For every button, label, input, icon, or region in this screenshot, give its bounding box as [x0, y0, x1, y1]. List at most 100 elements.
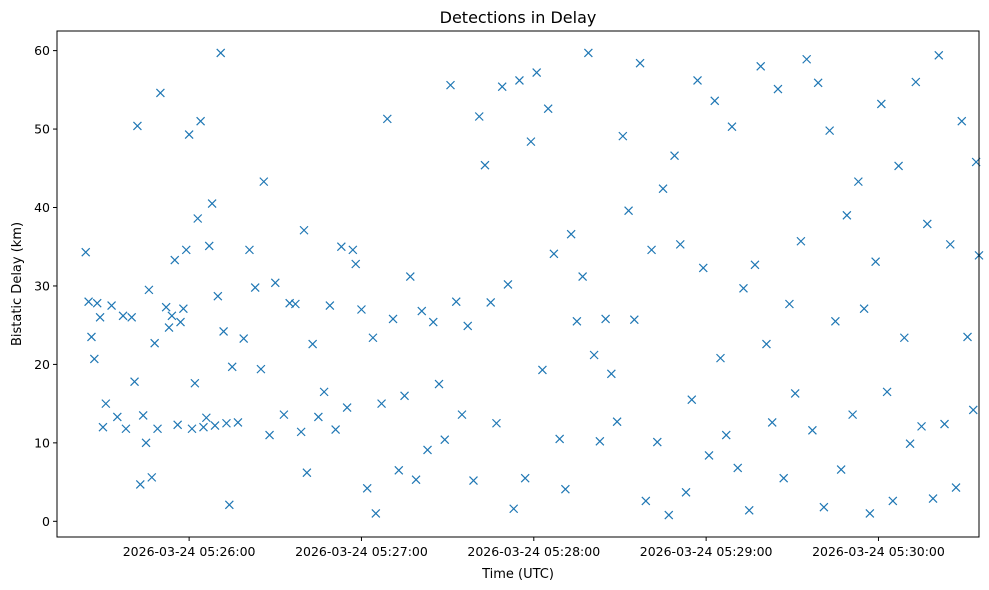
data-point	[543, 104, 553, 114]
data-point	[825, 126, 835, 136]
data-point	[497, 82, 507, 92]
data-point	[681, 487, 691, 497]
data-point	[207, 199, 217, 209]
data-point	[434, 379, 444, 389]
data-point	[138, 410, 148, 420]
data-point	[411, 475, 421, 485]
data-point	[945, 239, 955, 249]
data-point	[618, 131, 628, 141]
data-point	[216, 48, 226, 58]
data-point	[440, 435, 450, 445]
data-point	[578, 272, 588, 281]
data-point	[170, 255, 180, 265]
data-point	[187, 424, 197, 434]
data-point	[101, 399, 111, 409]
data-point	[670, 151, 679, 161]
data-point	[802, 54, 812, 64]
data-point	[911, 77, 921, 87]
data-point	[583, 48, 593, 58]
data-point	[92, 298, 102, 308]
data-point	[319, 387, 329, 397]
data-point	[469, 476, 478, 485]
y-axis: 0 10 20 30 40 50 60	[34, 43, 57, 529]
data-point	[135, 480, 145, 489]
data-point	[922, 219, 932, 229]
data-point	[451, 297, 461, 307]
data-point	[362, 483, 372, 493]
data-point	[357, 305, 366, 314]
data-point	[388, 314, 398, 324]
data-point	[853, 177, 863, 187]
data-point	[259, 177, 269, 187]
data-point	[560, 484, 570, 494]
data-point	[193, 214, 203, 223]
data-point	[325, 301, 335, 310]
x-tick-label: 2026-03-24 05:29:00	[640, 544, 773, 559]
data-point	[144, 285, 154, 295]
data-point	[87, 332, 96, 342]
data-point	[658, 184, 668, 194]
data-point	[566, 229, 576, 239]
data-point	[595, 436, 605, 446]
data-point	[457, 410, 467, 420]
data-point	[515, 75, 524, 85]
x-tick-label: 2026-03-24 05:27:00	[295, 544, 428, 559]
data-point	[196, 116, 206, 126]
data-point	[213, 291, 223, 301]
data-point	[727, 122, 737, 132]
data-point	[290, 299, 300, 309]
y-tick-label: 60	[34, 43, 50, 58]
data-point	[526, 137, 536, 147]
data-point	[635, 58, 645, 68]
data-point	[405, 272, 415, 281]
data-point	[176, 317, 185, 327]
data-point	[876, 99, 886, 109]
data-point	[219, 327, 229, 336]
data-point	[940, 419, 949, 429]
data-point	[687, 395, 697, 405]
data-point	[963, 332, 972, 342]
data-point	[417, 306, 427, 316]
data-point	[698, 263, 708, 273]
data-point	[739, 283, 748, 293]
data-point	[299, 225, 309, 235]
data-point	[423, 445, 432, 455]
data-point	[141, 438, 151, 448]
data-point	[836, 465, 846, 474]
data-point	[606, 369, 616, 379]
data-point	[155, 88, 165, 98]
data-point	[256, 364, 266, 374]
data-point	[733, 463, 743, 473]
data-point	[302, 468, 312, 478]
data-point	[239, 334, 249, 343]
data-point	[721, 430, 731, 440]
data-point	[549, 249, 559, 259]
data-point	[928, 494, 938, 503]
data-point	[612, 417, 622, 427]
data-point	[132, 121, 142, 131]
y-tick-label: 40	[34, 200, 50, 215]
data-point	[178, 304, 188, 314]
data-point	[934, 50, 944, 60]
data-point	[813, 78, 823, 88]
data-point	[121, 424, 131, 434]
data-point	[351, 259, 361, 269]
data-point	[572, 316, 582, 326]
data-point	[917, 421, 926, 431]
data-point	[773, 84, 783, 94]
data-point	[779, 473, 789, 483]
data-point	[480, 160, 490, 170]
data-point	[509, 504, 519, 514]
data-point	[830, 316, 840, 326]
data-point	[704, 450, 714, 460]
data-point	[190, 378, 200, 388]
data-point	[664, 510, 674, 520]
data-point	[161, 302, 171, 312]
y-tick-label: 10	[34, 435, 50, 450]
data-point	[127, 312, 137, 322]
data-point	[848, 410, 858, 420]
data-point	[204, 241, 214, 251]
x-axis-label: Time (UTC)	[481, 567, 554, 582]
data-point	[428, 317, 438, 327]
data-point	[95, 312, 105, 322]
